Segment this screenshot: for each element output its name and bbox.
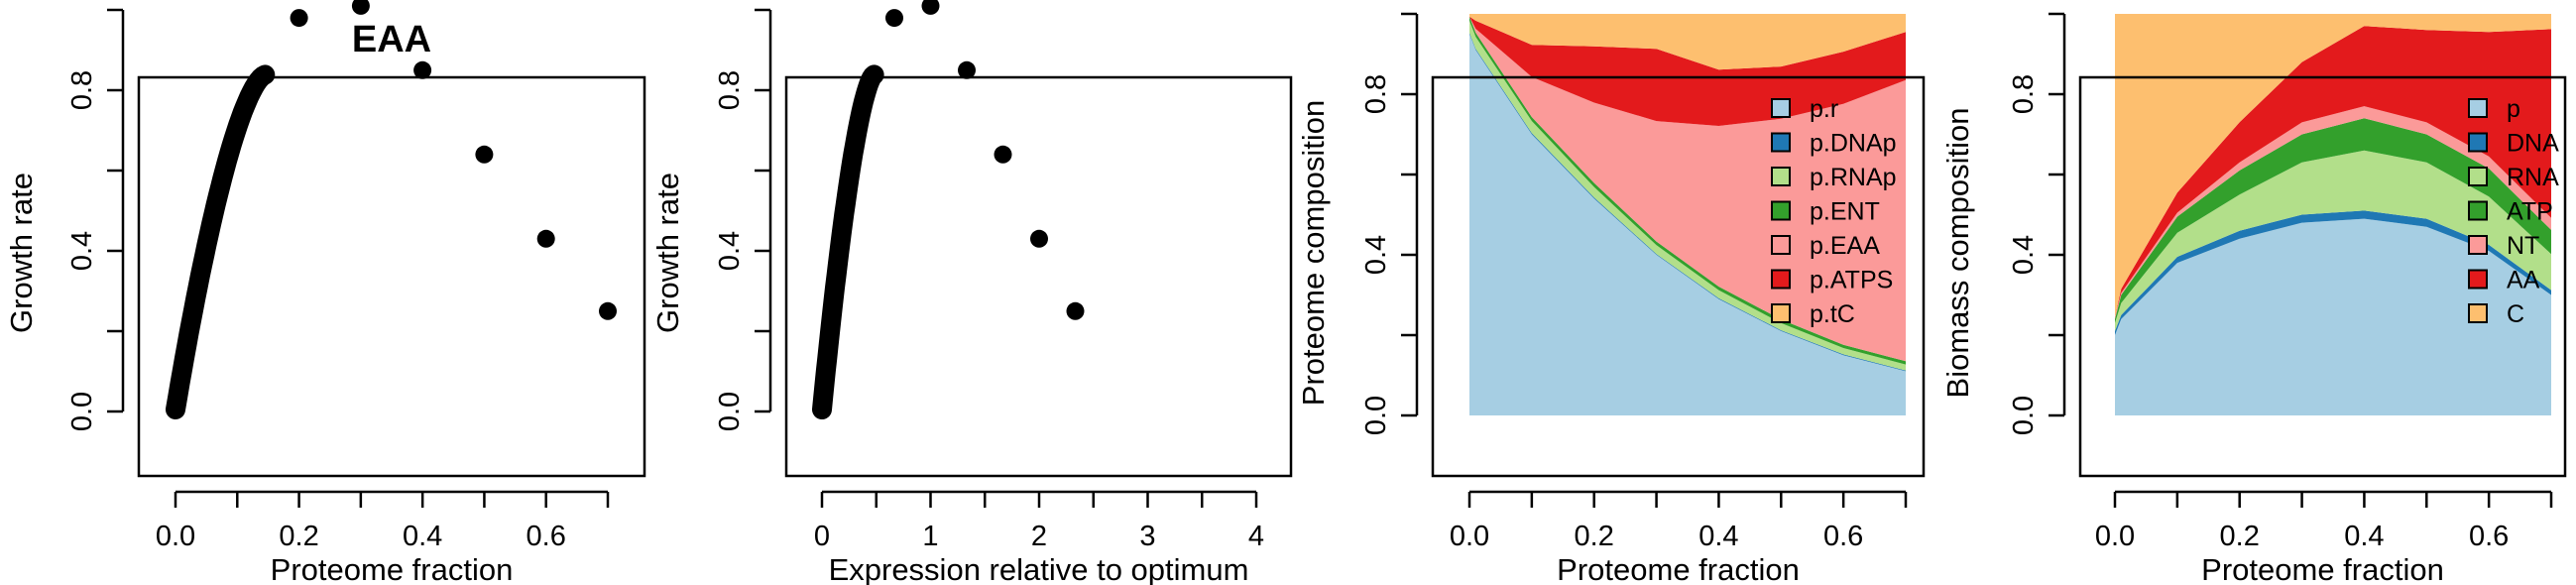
area-p-atps bbox=[1469, 16, 1906, 126]
legend-swatch-6 bbox=[2468, 269, 2488, 290]
legend-entry-p-eaa: p.EAA bbox=[1810, 232, 1880, 260]
x-tick-label: 0.0 bbox=[2095, 521, 2135, 552]
legend-swatch-5 bbox=[1771, 235, 1791, 255]
plot-frame bbox=[2078, 75, 2567, 478]
x-tick-label: 4 bbox=[1248, 521, 1264, 552]
data-point-1 bbox=[290, 9, 308, 28]
legend-entry-dna: DNA bbox=[2507, 130, 2559, 158]
legend-entry-aa: AA bbox=[2507, 267, 2540, 294]
legend-entry-p-rnap: p.RNAp bbox=[1810, 164, 1897, 191]
x-tick-label: 0.6 bbox=[527, 521, 566, 552]
x-axis-title: Proteome fraction bbox=[271, 552, 514, 585]
legend-entry-nt: NT bbox=[2507, 232, 2539, 260]
data-point-1 bbox=[885, 9, 903, 28]
legend-entry-p-r: p.r bbox=[1810, 95, 1838, 123]
data-point-3 bbox=[958, 60, 976, 79]
data-point-2 bbox=[351, 0, 370, 15]
y-axis-title: Proteome composition bbox=[1296, 100, 1331, 406]
x-tick-label: 0.6 bbox=[2469, 521, 2509, 552]
x-tick-label: 3 bbox=[1139, 521, 1155, 552]
x-tick-label: 0.4 bbox=[403, 521, 442, 552]
y-axis-title: Growth rate bbox=[4, 173, 39, 333]
plot-frame bbox=[137, 75, 646, 478]
area-p bbox=[2115, 218, 2551, 415]
x-tick-label: 0.0 bbox=[1450, 521, 1489, 552]
y-tick-label: 0.8 bbox=[66, 70, 98, 110]
area-p-tc bbox=[1469, 14, 1906, 70]
x-tick-label: 0.2 bbox=[279, 521, 318, 552]
data-point-3 bbox=[413, 60, 432, 79]
growth-curve bbox=[166, 64, 276, 419]
y-axis-title: Biomass composition bbox=[1940, 108, 1975, 399]
growth-curve bbox=[812, 64, 884, 419]
x-tick-label: 0.6 bbox=[1823, 521, 1863, 552]
legend-entry-p-atps: p.ATPS bbox=[1810, 267, 1893, 294]
y-tick-label: 0.8 bbox=[1360, 74, 1392, 114]
legend-swatch-2 bbox=[2468, 132, 2488, 153]
y-tick-label: 0.0 bbox=[66, 392, 98, 431]
legend-swatch-7 bbox=[2468, 303, 2488, 323]
x-tick-label: 2 bbox=[1031, 521, 1047, 552]
legend-swatch-3 bbox=[1771, 167, 1791, 186]
data-point-4 bbox=[994, 145, 1012, 164]
legend-swatch-4 bbox=[1771, 200, 1791, 221]
area-c bbox=[2115, 14, 2551, 317]
legend-entry-p-dnap: p.DNAp bbox=[1810, 130, 1897, 158]
x-tick-label: 1 bbox=[922, 521, 938, 552]
area-atp bbox=[2115, 118, 2551, 323]
legend-swatch-2 bbox=[1771, 132, 1791, 153]
legend-entry-p-tc: p.tC bbox=[1810, 300, 1855, 328]
x-axis-title: Proteome fraction bbox=[1557, 552, 1800, 585]
y-tick-label: 0.0 bbox=[1360, 396, 1392, 435]
y-tick-label: 0.4 bbox=[1360, 235, 1392, 275]
data-point-6 bbox=[1066, 301, 1085, 320]
legend-swatch-3 bbox=[2468, 167, 2488, 186]
chart-panel-1: EAA 0.0 0.2 0.4 0.6 0.0 0.4 0.8 Proteome fractio… bbox=[4, 0, 646, 585]
area-aa bbox=[2115, 26, 2551, 317]
legend-entry-atp: ATP bbox=[2507, 198, 2553, 226]
data-point-2 bbox=[921, 0, 940, 15]
y-tick-label: 0.4 bbox=[2008, 235, 2040, 275]
data-point-6 bbox=[599, 301, 617, 320]
legend-entry-p-ent: p.ENT bbox=[1810, 198, 1880, 226]
data-point-5 bbox=[536, 229, 555, 248]
chart-panel-2: 0 1 2 3 4 0.0 0.4 0.8 Expression relative to opt… bbox=[650, 0, 1293, 585]
y-tick-label: 0.8 bbox=[2008, 74, 2040, 114]
legend-swatch-5 bbox=[2468, 235, 2488, 255]
legend-swatch-7 bbox=[1771, 303, 1791, 323]
data-point-4 bbox=[475, 145, 494, 164]
y-axis-title: Growth rate bbox=[650, 173, 685, 333]
x-tick-label: 0.2 bbox=[2220, 521, 2260, 552]
chart-panel-3: 0.0 0.2 0.4 0.6 0.0 0.4 0.8 Proteome fraction Pr… bbox=[1296, 12, 1926, 585]
y-tick-label: 0.0 bbox=[714, 392, 746, 431]
area-rna bbox=[2115, 150, 2551, 331]
x-tick-label: 0.2 bbox=[1575, 521, 1614, 552]
chart-panel-4: 0.0 0.2 0.4 0.6 0.0 0.4 0.8 Proteome fraction Bi… bbox=[1940, 12, 2567, 585]
y-tick-label: 0.0 bbox=[2008, 396, 2040, 435]
data-point-5 bbox=[1030, 229, 1048, 248]
x-axis-title: Expression relative to optimum bbox=[829, 552, 1249, 585]
x-tick-label: 0.4 bbox=[1698, 521, 1738, 552]
legend-entry-p: p bbox=[2507, 95, 2520, 123]
area-dna bbox=[2115, 210, 2551, 335]
plot-frame bbox=[1431, 75, 1926, 478]
area-p-eaa bbox=[1469, 16, 1906, 362]
y-tick-label: 0.4 bbox=[714, 231, 746, 271]
chart-title: EAA bbox=[352, 19, 431, 60]
x-tick-label: 0.4 bbox=[2344, 521, 2384, 552]
y-tick-label: 0.4 bbox=[66, 231, 98, 271]
x-axis-title: Proteome fraction bbox=[2201, 552, 2444, 585]
x-tick-label: 0.0 bbox=[156, 521, 195, 552]
legend-swatch-1 bbox=[1771, 98, 1791, 118]
y-tick-label: 0.8 bbox=[714, 70, 746, 110]
legend-swatch-1 bbox=[2468, 98, 2488, 118]
legend-swatch-4 bbox=[2468, 200, 2488, 221]
area-p-r bbox=[1469, 34, 1906, 416]
legend-entry-c: C bbox=[2507, 300, 2524, 328]
plot-frame bbox=[784, 75, 1293, 478]
legend-entry-rna: RNA bbox=[2507, 164, 2559, 191]
x-tick-label: 0 bbox=[814, 521, 830, 552]
legend-swatch-6 bbox=[1771, 269, 1791, 290]
